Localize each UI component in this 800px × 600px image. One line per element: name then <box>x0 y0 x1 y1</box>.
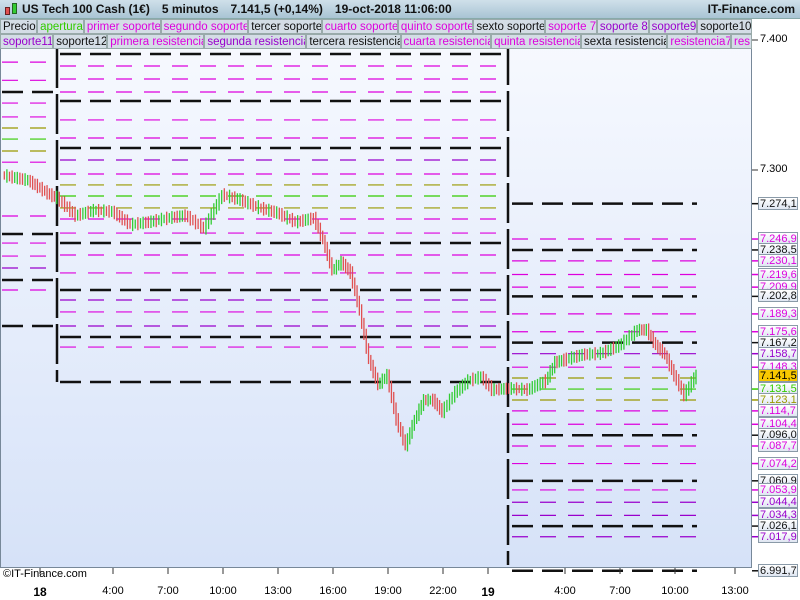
instrument-name: US Tech 100 Cash (1€) <box>22 2 150 16</box>
x-tick-label: 13:00 <box>721 585 749 597</box>
legend-item[interactable]: soporte10 <box>697 19 752 34</box>
price-level-label: 6.991,7 <box>758 563 798 577</box>
x-tick-label: 13:00 <box>264 585 292 597</box>
legend-item[interactable]: tercer soporte <box>248 19 322 34</box>
price-level-label: 7.087,7 <box>758 438 798 452</box>
legend-item[interactable]: soporte9 <box>648 19 698 34</box>
legend-item[interactable]: quinta resistencia <box>491 34 582 49</box>
x-tick-label: 19 <box>481 585 495 599</box>
x-tick-label: 7:00 <box>157 585 179 597</box>
price-level-label: 7.230,1 <box>758 253 798 267</box>
price-level-label: 7.202,8 <box>758 289 798 303</box>
legend-item[interactable]: primera resistencia <box>107 34 205 49</box>
legend-item[interactable]: primer soporte <box>83 19 161 34</box>
x-tick-label: 22:00 <box>429 585 457 597</box>
legend-item[interactable]: tercera resistencia <box>306 34 401 49</box>
title-bar: US Tech 100 Cash (1€) 5 minutos 7.141,5 … <box>0 0 800 19</box>
x-tick-label: 19:00 <box>374 585 402 597</box>
candlestick-logo-icon <box>2 0 22 18</box>
x-tick-label: 4:00 <box>554 585 576 597</box>
legend-item[interactable]: sexta resistencia <box>581 34 668 49</box>
price-level-label: 7.017,9 <box>758 529 798 543</box>
legend-item[interactable]: segundo soporte <box>160 19 249 34</box>
datetime: 19-oct-2018 11:06:00 <box>334 2 452 16</box>
legend-item[interactable]: quinto soporte <box>397 19 474 34</box>
x-tick-label: 10:00 <box>209 585 237 597</box>
legend-item[interactable]: Precio <box>0 19 38 34</box>
legend-row: soporte11 soporte12 primera resistencia seg… <box>0 34 752 49</box>
legend-item[interactable]: cuarta resistencia <box>400 34 492 49</box>
x-tick-label: 7:00 <box>609 585 631 597</box>
price-level-label: 7.219,6 <box>758 267 798 281</box>
y-tick-label: 7.300 <box>760 163 788 175</box>
legend-item[interactable]: res <box>731 34 752 49</box>
legend-item[interactable]: segunda resistencia <box>204 34 307 49</box>
price-level-label: 7.074,2 <box>758 456 798 470</box>
legend-item[interactable]: soporte12 <box>53 34 108 49</box>
legend-row: Precio apertura primer soporte segundo sopo… <box>0 19 752 34</box>
legend-item[interactable]: soporte 7 <box>545 19 597 34</box>
x-tick-label: 4:00 <box>102 585 124 597</box>
legend-item[interactable]: soporte11 <box>0 34 54 49</box>
legend-item[interactable]: apertura <box>37 19 84 34</box>
brand: IT-Finance.com <box>707 2 795 16</box>
price-level-label: 7.274,1 <box>758 196 798 210</box>
legend: Precio apertura primer soporte segundo sopo… <box>0 19 752 49</box>
x-tick-label: 18 <box>33 585 47 599</box>
legend-item[interactable]: soporte 8 <box>596 19 649 34</box>
legend-item[interactable]: cuarto soporte <box>321 19 398 34</box>
price-level-label: 7.189,3 <box>758 306 798 320</box>
chart-area[interactable] <box>0 19 752 568</box>
price-level-label: 7.114,7 <box>758 403 798 417</box>
y-tick-label: 7.400 <box>760 33 788 45</box>
last-price: 7.141,5 (+0,14%) <box>230 2 323 16</box>
legend-item[interactable]: sexto soporte <box>473 19 546 34</box>
x-tick-label: 10:00 <box>661 585 689 597</box>
copyright: ©IT-Finance.com <box>3 568 87 580</box>
current-price-label: 7.141,5 <box>758 369 798 383</box>
price-level-label: 7.053,9 <box>758 482 798 496</box>
price-level-label: 7.158,7 <box>758 346 798 360</box>
legend-item[interactable]: resistencia7 <box>667 34 731 49</box>
timeframe[interactable]: 5 minutos <box>161 2 219 16</box>
price-level-label: 7.044,4 <box>758 495 798 509</box>
x-tick-label: 16:00 <box>319 585 347 597</box>
